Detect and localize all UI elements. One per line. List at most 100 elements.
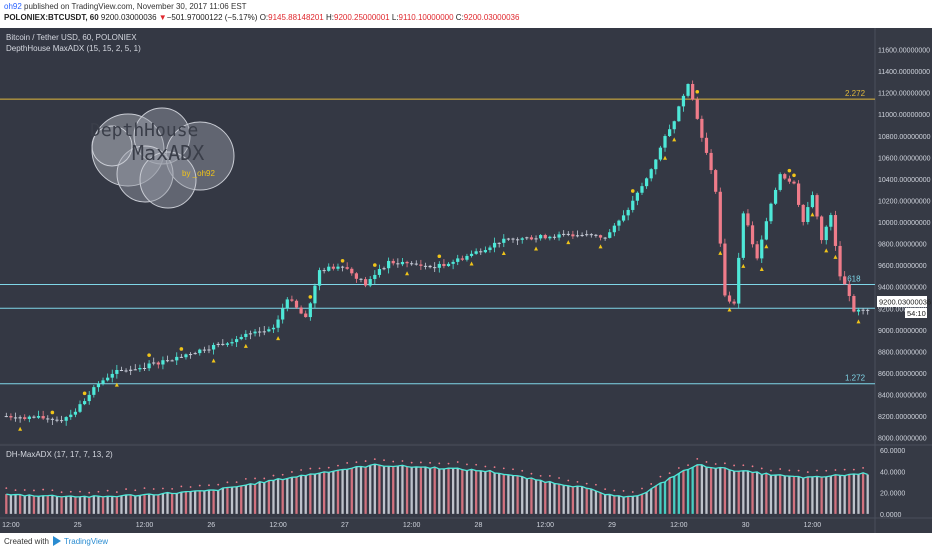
candle-body [843, 276, 847, 285]
adx-dot [770, 469, 772, 472]
tradingview-link[interactable]: TradingView [64, 537, 109, 546]
adx-dot [327, 466, 330, 469]
candle-body [654, 159, 658, 170]
time-tick-label: 27 [341, 522, 349, 529]
adx-dot [364, 460, 367, 462]
price-tick-label: 8200.00000000 [878, 414, 927, 421]
adx-dot [23, 489, 26, 491]
candle-body [32, 416, 36, 418]
candle-body [612, 225, 616, 233]
price-tick-label: 9400.00000000 [878, 285, 927, 292]
adx-dot [705, 461, 708, 463]
candle-body [658, 147, 663, 160]
author-link[interactable]: oh92 [4, 2, 22, 11]
adx-dot [383, 459, 385, 462]
candle-body [428, 265, 432, 268]
adx-dot [419, 461, 422, 464]
candle-body [769, 203, 773, 222]
candle-body [575, 235, 580, 237]
candle-body [686, 83, 690, 96]
candle-body [838, 245, 842, 277]
candle-body [460, 258, 464, 260]
candle-body [299, 307, 303, 314]
adx-dot [115, 491, 118, 493]
main-pane[interactable] [0, 28, 875, 443]
price-tick-label: 11200.00000000 [878, 91, 930, 98]
price-tick-label: 9200.00000000 [878, 306, 927, 313]
candle-body [714, 170, 718, 192]
candle-body [695, 99, 699, 119]
candle-body [548, 236, 552, 239]
signal-triangle [718, 250, 723, 255]
adx-dot [51, 489, 54, 492]
candle-body [718, 191, 722, 244]
candle-body [456, 258, 460, 262]
candle-body [110, 373, 114, 378]
price-tick-label: 8000.00000000 [878, 436, 927, 443]
candle-body [737, 257, 741, 304]
adx-dot [171, 488, 174, 490]
candle-body [755, 244, 759, 259]
candle-body [13, 417, 18, 419]
candle-body [248, 333, 253, 335]
candle-body [377, 269, 382, 275]
adx-dot [60, 491, 63, 494]
down-arrow-icon: ▼ [158, 13, 167, 22]
adx-dot [714, 463, 717, 465]
adx-dot [97, 490, 100, 493]
candle-body [382, 268, 386, 270]
candle-body [294, 300, 299, 308]
adx-dot [613, 489, 616, 492]
signal-triangle [759, 266, 764, 271]
candle-body [262, 331, 266, 333]
candle-body [359, 278, 363, 280]
candle-body [778, 174, 782, 190]
candle-body [820, 216, 824, 241]
candle-body [603, 237, 607, 239]
chart-title: Bitcoin / Tether USD, 60, POLONIEX [6, 33, 137, 42]
candle-body [290, 299, 294, 301]
adx-dot [862, 467, 864, 469]
signal-markers [18, 89, 861, 431]
signal-dot [630, 189, 635, 193]
adx-dot [742, 464, 745, 467]
candle-body [170, 360, 174, 362]
candle-body [824, 226, 828, 241]
candle-body [594, 234, 598, 236]
signal-dot [787, 168, 792, 173]
adx-dot [585, 482, 588, 485]
open-value: 9145.88148201 [268, 13, 324, 22]
candle-body [211, 344, 216, 350]
candle-body [225, 343, 230, 345]
candle-body [626, 209, 630, 216]
candle-body [202, 349, 206, 351]
candle-body [322, 270, 326, 272]
candle-body [391, 260, 395, 264]
candle-body [368, 279, 372, 286]
candle-body [405, 261, 409, 264]
candle-body [165, 360, 170, 362]
time-axis-ticks: 12:00 25 12:00 26 12:00 27 12:00 28 12:00 29 12:00… [2, 522, 821, 529]
adx-dot [595, 483, 597, 486]
adx-dot [180, 485, 183, 488]
candle-body [534, 238, 538, 240]
candle-body [668, 129, 672, 137]
candle-body [101, 380, 105, 384]
signal-triangle [114, 382, 119, 387]
chart-canvas[interactable]: DepthHouse MaxADX by _oh92 2.272 .618 1.27… [0, 28, 932, 533]
candle-body [55, 419, 59, 421]
top-header: oh92 published on TradingView.com, Novem… [0, 0, 932, 28]
signal-triangle [672, 137, 677, 142]
candle-body [580, 234, 584, 236]
candle-body [483, 250, 487, 253]
adx-dot [337, 464, 339, 467]
candle-body [400, 261, 405, 265]
indicator-label: DepthHouse MaxADX (15, 15, 2, 5, 1) [6, 44, 141, 53]
candle-body [866, 309, 870, 311]
adx-dot [521, 469, 524, 472]
adx-dot [152, 488, 155, 490]
candle-body [124, 370, 128, 372]
high-value: 9200.25000001 [334, 13, 390, 22]
adx-dot [346, 462, 349, 464]
adx-dot [852, 468, 855, 471]
